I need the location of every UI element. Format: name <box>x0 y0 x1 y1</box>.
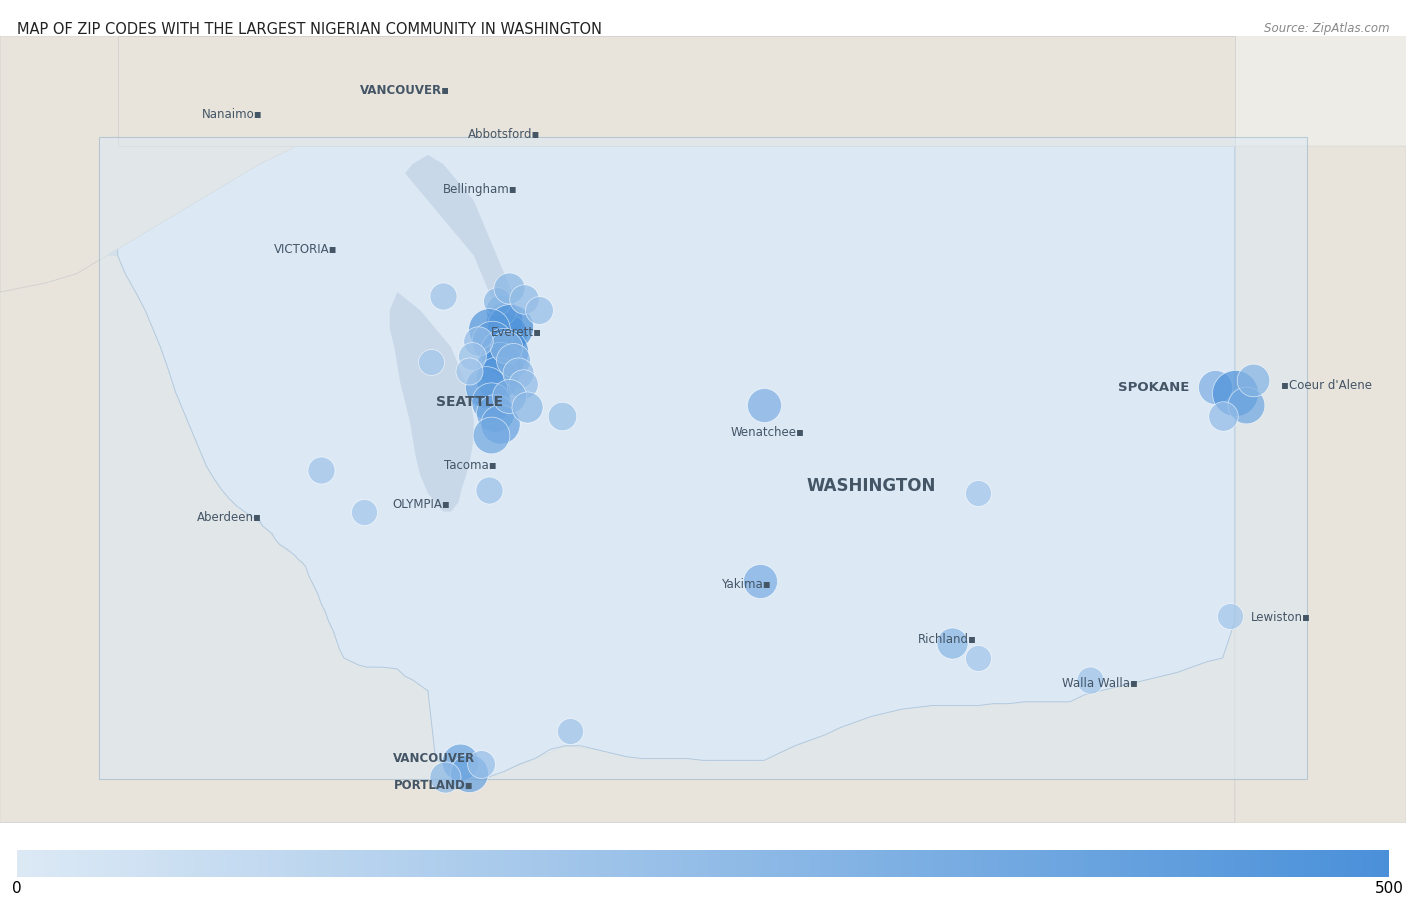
Text: VICTORIA▪: VICTORIA▪ <box>274 244 337 256</box>
Point <box>1219 609 1241 623</box>
Point <box>309 462 332 476</box>
Point <box>420 354 443 369</box>
Text: Abbotsford▪: Abbotsford▪ <box>468 129 540 141</box>
Point <box>513 292 536 307</box>
Text: Tacoma▪: Tacoma▪ <box>444 459 498 472</box>
Bar <box>100 137 1306 779</box>
Text: VANCOUVER▪: VANCOUVER▪ <box>360 85 450 97</box>
Point <box>485 294 508 308</box>
Text: SEATTLE: SEATTLE <box>436 395 503 409</box>
Text: ▪Coeur d'Alene: ▪Coeur d'Alene <box>1281 378 1372 392</box>
Polygon shape <box>405 155 512 319</box>
Polygon shape <box>436 351 456 460</box>
Text: Lewiston▪: Lewiston▪ <box>1251 611 1310 624</box>
Point <box>353 504 375 519</box>
Text: Richland▪: Richland▪ <box>918 633 977 646</box>
Point <box>458 766 481 780</box>
Point <box>488 358 510 372</box>
Text: Wenatchee▪: Wenatchee▪ <box>730 426 804 440</box>
Polygon shape <box>0 36 412 292</box>
Point <box>467 334 489 349</box>
Point <box>941 636 963 651</box>
Point <box>1212 409 1234 423</box>
Point <box>498 281 520 296</box>
Point <box>494 345 516 360</box>
Point <box>484 405 506 420</box>
Point <box>481 334 503 349</box>
Polygon shape <box>1234 146 1406 823</box>
Text: Aberdeen▪: Aberdeen▪ <box>197 511 262 523</box>
Point <box>502 352 524 367</box>
Point <box>1078 672 1101 687</box>
Point <box>1241 373 1264 387</box>
Point <box>529 303 551 317</box>
Point <box>485 371 508 386</box>
Point <box>494 312 516 326</box>
Point <box>458 363 481 378</box>
Point <box>1234 398 1257 413</box>
Point <box>498 389 520 404</box>
Point <box>551 409 574 423</box>
Text: WASHINGTON: WASHINGTON <box>807 477 936 495</box>
Text: VANCOUVER: VANCOUVER <box>392 752 475 765</box>
Point <box>491 303 513 317</box>
Point <box>748 574 770 588</box>
Text: Bellingham▪: Bellingham▪ <box>443 183 517 196</box>
Text: Walla Walla▪: Walla Walla▪ <box>1063 677 1139 690</box>
Point <box>495 340 517 354</box>
Point <box>506 365 529 379</box>
Polygon shape <box>0 36 1406 823</box>
Text: Yakima▪: Yakima▪ <box>721 578 770 592</box>
Polygon shape <box>0 255 1234 823</box>
Point <box>1204 380 1226 395</box>
Point <box>478 322 501 336</box>
Point <box>433 770 456 784</box>
Text: Nanaimo▪: Nanaimo▪ <box>202 108 263 121</box>
Point <box>470 757 492 771</box>
Point <box>499 320 522 334</box>
Point <box>479 428 502 442</box>
Point <box>478 483 501 497</box>
Text: Source: ZipAtlas.com: Source: ZipAtlas.com <box>1264 22 1389 35</box>
Point <box>479 395 502 409</box>
Point <box>488 416 510 431</box>
Text: Everett▪: Everett▪ <box>491 325 543 339</box>
Point <box>461 349 484 363</box>
Point <box>967 486 990 501</box>
Point <box>558 724 581 738</box>
Point <box>752 398 775 413</box>
Text: PORTLAND▪: PORTLAND▪ <box>394 779 474 793</box>
Text: SPOKANE: SPOKANE <box>1118 380 1189 394</box>
Polygon shape <box>118 146 1234 777</box>
Point <box>475 380 498 395</box>
Polygon shape <box>118 36 1234 146</box>
Point <box>449 755 471 770</box>
Point <box>512 377 534 391</box>
Point <box>516 400 538 414</box>
Point <box>495 327 517 342</box>
Polygon shape <box>389 292 474 512</box>
Point <box>1223 386 1246 400</box>
Polygon shape <box>0 36 1234 823</box>
Point <box>967 651 990 665</box>
Point <box>432 289 454 303</box>
Text: OLYMPIA▪: OLYMPIA▪ <box>392 498 451 511</box>
Text: MAP OF ZIP CODES WITH THE LARGEST NIGERIAN COMMUNITY IN WASHINGTON: MAP OF ZIP CODES WITH THE LARGEST NIGERI… <box>17 22 602 38</box>
